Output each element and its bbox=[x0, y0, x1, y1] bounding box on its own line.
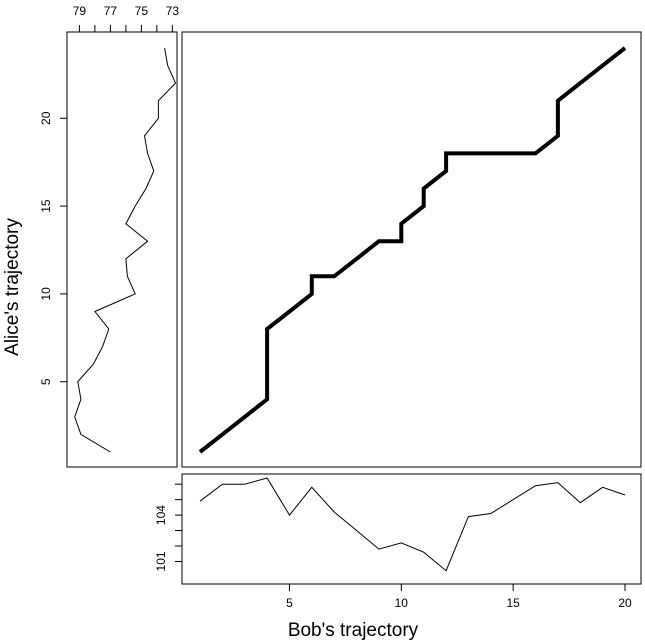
left-top-tick-label: 77 bbox=[104, 4, 118, 18]
left-y-tick-label: 20 bbox=[39, 111, 53, 125]
main-warping-path-plot bbox=[198, 46, 627, 454]
bottom-x-tick-label: 10 bbox=[395, 596, 409, 610]
left-top-tick-label: 73 bbox=[166, 4, 180, 18]
left-top-tick-label: 79 bbox=[73, 4, 87, 18]
left-top-tick-label: 75 bbox=[135, 4, 149, 18]
x-axis-title: Bob's trajectory bbox=[288, 620, 419, 641]
alice-series-line bbox=[74, 47, 177, 453]
warping-path-line bbox=[198, 46, 627, 454]
bottom-y-tick-label: 101 bbox=[154, 551, 168, 571]
bottom-x-tick-label: 20 bbox=[618, 596, 632, 610]
alice-series-plot bbox=[74, 47, 177, 453]
bob-series-line bbox=[199, 477, 626, 572]
bottom-y-tick-label: 104 bbox=[154, 505, 168, 525]
bottom-x-tick-label: 15 bbox=[506, 596, 520, 610]
main-panel-frame bbox=[181, 31, 642, 468]
left-y-axis: 5 10 15 20 bbox=[39, 111, 67, 385]
y-axis-title: Alice's trajectory bbox=[2, 218, 23, 356]
left-panel-frame bbox=[66, 31, 178, 468]
left-y-tick-label: 5 bbox=[39, 378, 53, 385]
left-y-tick-label: 10 bbox=[39, 287, 53, 301]
bob-series-plot bbox=[199, 477, 626, 572]
bottom-y-axis: 101 104 bbox=[154, 483, 183, 571]
bottom-panel-frame bbox=[181, 473, 642, 585]
bottom-x-axis: 5 10 15 20 bbox=[286, 584, 632, 610]
left-top-axis: 79 77 75 73 bbox=[73, 4, 180, 33]
left-y-tick-label: 15 bbox=[39, 199, 53, 213]
bottom-x-tick-label: 5 bbox=[286, 596, 293, 610]
